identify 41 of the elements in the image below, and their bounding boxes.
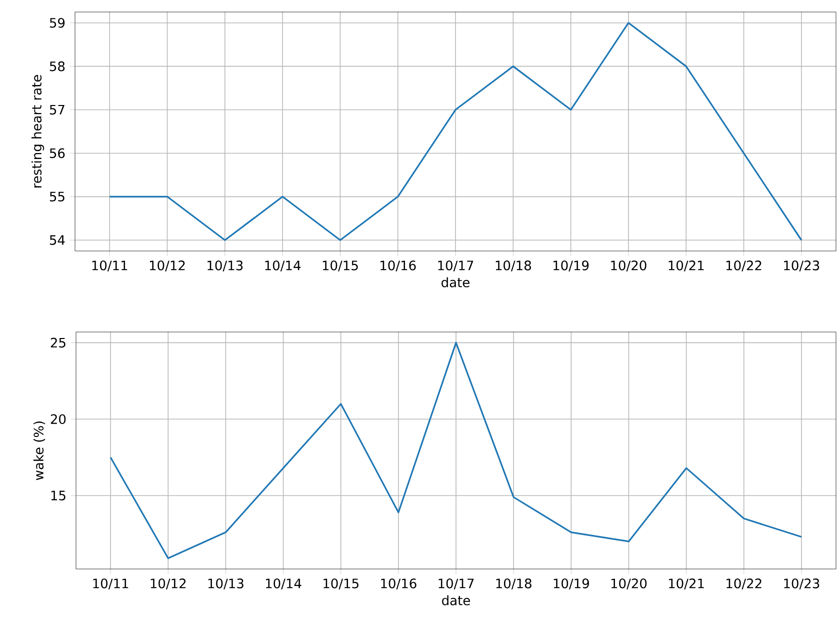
x-tick-label: 10/21 xyxy=(668,578,704,590)
x-tick-label: 10/12 xyxy=(150,578,186,590)
x-tick-label: 10/11 xyxy=(92,260,128,272)
x-tick-label: 10/23 xyxy=(784,578,820,590)
line-series xyxy=(110,342,802,560)
x-tick-label: 10/14 xyxy=(266,578,302,590)
y-axis-title: resting heart rate xyxy=(31,75,44,188)
x-tick-label: 10/17 xyxy=(438,578,474,590)
y-tick-label: 15 xyxy=(51,490,66,500)
y-tick-label: 58 xyxy=(50,61,65,72)
x-tick-label: 10/13 xyxy=(208,578,244,590)
x-axis-title: date xyxy=(442,595,470,606)
y-tick-label: 55 xyxy=(50,192,64,202)
x-tick-label: 10/20 xyxy=(611,260,646,272)
x-tick-label: 10/16 xyxy=(380,260,416,272)
x-tick-label: 10/20 xyxy=(611,578,647,590)
x-tick-label: 10/19 xyxy=(554,260,589,272)
x-tick-label: 10/15 xyxy=(324,578,358,590)
x-tick-label: 10/22 xyxy=(726,260,762,272)
line-series xyxy=(108,22,802,241)
x-tick-label: 10/18 xyxy=(496,578,532,590)
x-tick-label: 10/16 xyxy=(381,578,416,590)
x-tick-label: 10/19 xyxy=(554,578,589,590)
y-tick-label: 54 xyxy=(50,235,65,245)
x-tick-label: 10/21 xyxy=(668,260,704,272)
x-tick-label: 10/17 xyxy=(438,260,474,272)
x-tick-label: 10/12 xyxy=(150,260,185,272)
x-tick-label: 10/11 xyxy=(93,578,128,590)
y-tick-label: 25 xyxy=(50,338,66,348)
x-tick-label: 10/22 xyxy=(726,578,762,590)
x-tick-label: 10/23 xyxy=(784,260,820,272)
y-tick-label: 20 xyxy=(50,414,66,424)
y-tick-label: 56 xyxy=(50,148,65,158)
y-tick-label: 59 xyxy=(50,18,65,28)
x-tick-label: 10/14 xyxy=(265,260,301,272)
x-tick-label: 10/15 xyxy=(322,260,358,272)
x-tick-label: 10/18 xyxy=(496,260,531,272)
y-axis-title: wake (%) xyxy=(33,421,46,480)
x-axis-title: date xyxy=(442,277,470,288)
x-tick-label: 10/13 xyxy=(208,260,243,272)
y-tick-label: 57 xyxy=(50,104,64,115)
